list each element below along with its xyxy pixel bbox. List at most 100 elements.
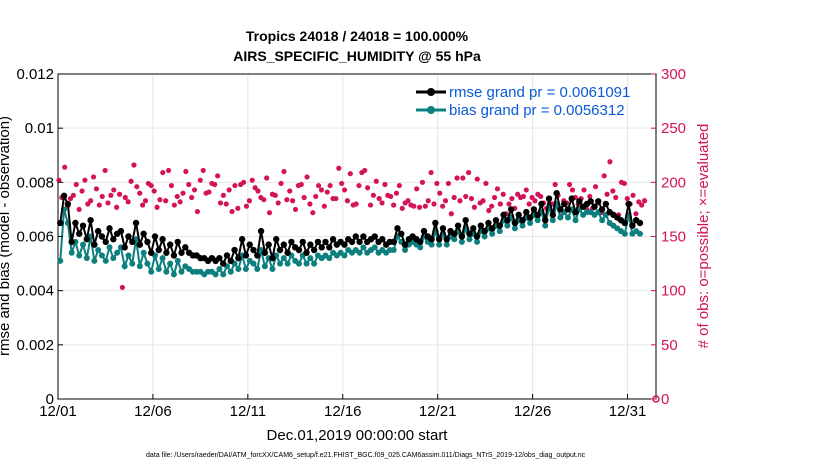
bias-point (356, 249, 363, 256)
obs-marker (321, 203, 327, 209)
bias-point (216, 266, 223, 272)
rmse-point (458, 233, 466, 240)
rmse-point (257, 227, 265, 235)
obs-marker (491, 194, 498, 201)
obs-marker (56, 177, 62, 183)
obs-marker (290, 198, 296, 204)
y-right-axis-label: # of obs: o=possible; ×=evaluated (695, 124, 712, 349)
obs-marker (229, 208, 235, 215)
bias-point (360, 244, 367, 251)
rmse-point (57, 219, 64, 227)
bias-point (481, 233, 488, 240)
obs-marker (249, 177, 255, 183)
obs-marker (137, 190, 143, 196)
rmse-point (280, 241, 288, 248)
obs-marker (183, 168, 189, 175)
rmse-point (504, 217, 511, 224)
obs-marker (341, 187, 348, 193)
obs-marker (131, 162, 137, 168)
obs-marker (177, 199, 183, 205)
obs-marker (393, 190, 400, 196)
rmse-point (91, 241, 98, 248)
rmse-point (121, 244, 128, 251)
rmse-point (591, 203, 598, 210)
rmse-point (227, 257, 234, 265)
obs-marker (613, 194, 619, 201)
obs-marker (128, 178, 134, 184)
rmse-point (216, 254, 223, 262)
bias-point (76, 252, 83, 259)
bias-point (277, 260, 284, 267)
obs-marker (82, 177, 88, 183)
legend: rmse grand pr = 0.0061091 bias grand pr … (416, 84, 630, 119)
obs-marker (134, 184, 140, 190)
obs-marker (630, 192, 636, 198)
bias-point (163, 268, 170, 275)
obs-marker (414, 186, 420, 192)
rmse-point (553, 189, 560, 197)
obs-marker (440, 203, 446, 209)
rmse-point (310, 246, 318, 254)
bias-point (140, 249, 147, 256)
bias-point (504, 222, 511, 229)
rmse-point (132, 219, 140, 227)
rmse-point (269, 254, 276, 262)
rmse-point (102, 238, 109, 246)
obs-marker (448, 211, 454, 217)
bias-point (436, 241, 443, 248)
obs-marker (197, 177, 203, 183)
rmse-point (318, 244, 325, 251)
obs-marker (122, 194, 128, 201)
obs-marker (347, 171, 353, 177)
obs-marker (494, 186, 501, 192)
rmse-point (625, 200, 632, 208)
bias-point (235, 266, 242, 272)
obs-marker (336, 165, 342, 171)
rmse-point (329, 236, 337, 243)
obs-marker (633, 211, 639, 217)
obs-marker (212, 181, 218, 188)
obs-marker (520, 193, 527, 200)
bias-point (148, 268, 155, 275)
rmse-point (166, 241, 174, 248)
bias-point (549, 217, 556, 224)
rmse-point (303, 249, 310, 256)
bias-point (136, 263, 143, 270)
rmse-point (538, 200, 545, 208)
rmse-point (360, 233, 367, 240)
rmse-point (439, 225, 447, 232)
obs-marker (240, 179, 247, 185)
obs-marker (489, 203, 495, 209)
obs-marker (102, 167, 108, 174)
obs-marker (471, 204, 477, 210)
obs-marker (465, 169, 472, 176)
rmse-point (371, 233, 378, 240)
bias-point (83, 255, 90, 262)
obs-marker (344, 198, 351, 204)
rmse-point (265, 241, 272, 248)
bias-point (102, 257, 109, 264)
obs-marker (367, 202, 374, 208)
rmse-point (560, 200, 568, 208)
bias-point (121, 263, 128, 270)
obs-marker (111, 187, 117, 193)
bias-point (242, 266, 249, 272)
rmse-point (481, 227, 488, 235)
rmse-point (435, 236, 443, 243)
rmse-point (98, 233, 106, 240)
obs-marker (93, 186, 100, 192)
obs-marker (90, 174, 97, 180)
obs-marker (445, 180, 452, 187)
rmse-point (178, 249, 185, 256)
obs-marker (315, 182, 322, 189)
bias-point (227, 268, 234, 275)
obs-marker (425, 198, 431, 204)
rmse-point (394, 225, 401, 232)
bias-point (519, 222, 526, 229)
obs-marker (310, 210, 316, 216)
obs-marker (552, 181, 558, 188)
obs-marker (370, 192, 376, 198)
obs-marker (419, 179, 426, 185)
bias-point (443, 241, 450, 248)
legend-rmse-marker (427, 88, 435, 96)
